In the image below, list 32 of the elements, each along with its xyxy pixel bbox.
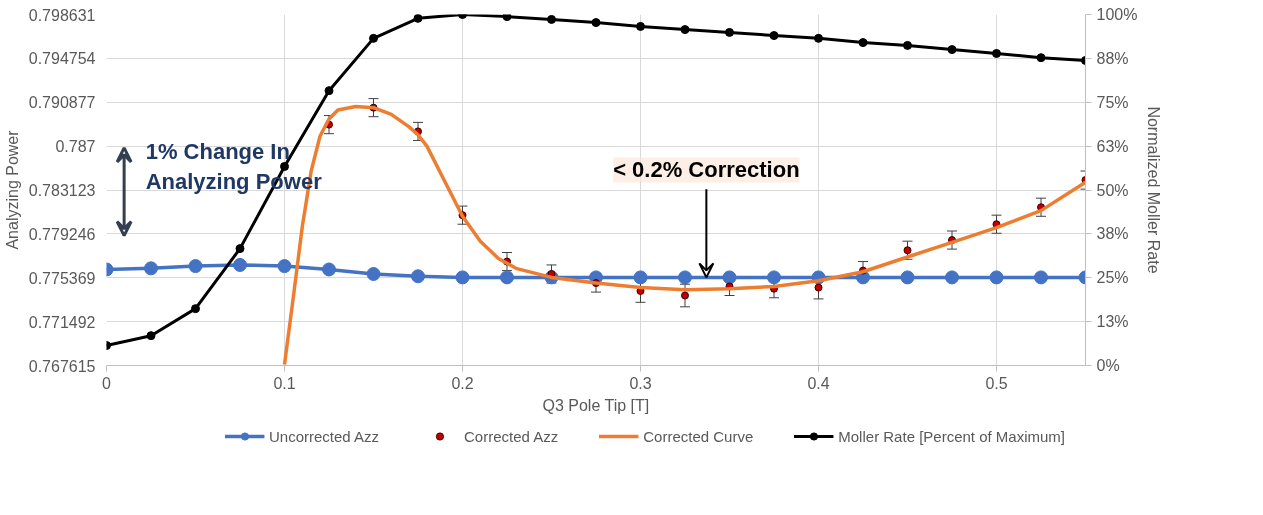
legend-label: Moller Rate [Percent of Maximum] bbox=[838, 427, 1066, 445]
y2-tick-label: 38% bbox=[1096, 225, 1129, 243]
y2-tick-label: 100% bbox=[1096, 6, 1138, 23]
x-tick-label: 0.1 bbox=[273, 374, 296, 392]
y-tick-label: 0.787 bbox=[55, 138, 96, 156]
y2-tick-label: 63% bbox=[1096, 137, 1129, 155]
x-tick-label: 0 bbox=[102, 374, 112, 392]
x-tick-label: 0.5 bbox=[985, 374, 1008, 392]
y2-tick-label: 25% bbox=[1096, 269, 1129, 287]
y-tick-label: 0.771492 bbox=[28, 313, 96, 331]
x-tick-label: 0.4 bbox=[807, 374, 830, 392]
x-axis-title: Q3 Pole Tip [T] bbox=[542, 396, 650, 414]
x-tick-label: 0.2 bbox=[451, 374, 474, 392]
y2-tick-label: 50% bbox=[1096, 181, 1129, 199]
y-axis-title: Analyzing Power bbox=[3, 129, 21, 250]
legend-label: Uncorrected Azz bbox=[268, 427, 380, 445]
y2-tick-label: 0% bbox=[1096, 357, 1120, 374]
legend-label: Corrected Azz bbox=[464, 427, 559, 445]
legend-label: Corrected Curve bbox=[643, 427, 754, 445]
y-tick-label: 0.783123 bbox=[28, 182, 96, 199]
y2-tick-label: 13% bbox=[1096, 313, 1129, 331]
y-tick-label: 0.794754 bbox=[28, 50, 96, 68]
y-tick-label: 0.767615 bbox=[28, 357, 96, 375]
annotation: < 0.2% Correction bbox=[613, 157, 800, 183]
y-tick-label: 0.790877 bbox=[28, 94, 96, 112]
y2-tick-label: 88% bbox=[1096, 49, 1129, 67]
y2-tick-label: 75% bbox=[1096, 93, 1129, 111]
y-tick-label: 0.775369 bbox=[28, 269, 96, 287]
y2-axis-title: Normalized Moller Rate bbox=[1145, 106, 1163, 274]
y-tick-label: 0.779246 bbox=[28, 225, 96, 243]
x-tick-label: 0.3 bbox=[629, 374, 652, 392]
y-tick-label: 0.798631 bbox=[28, 6, 96, 24]
